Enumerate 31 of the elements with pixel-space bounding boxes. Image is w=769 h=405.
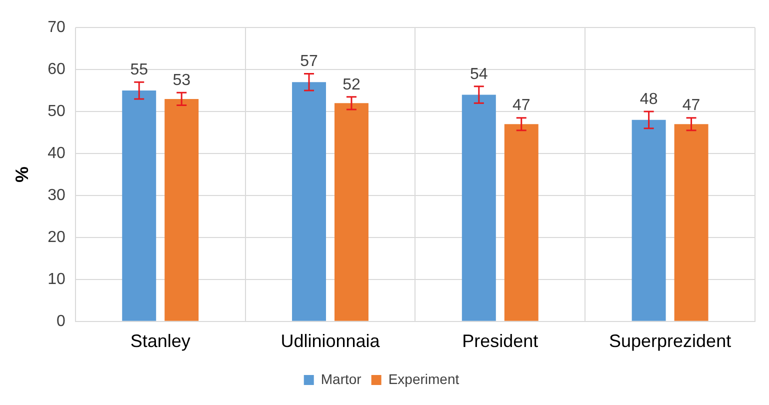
y-tick-label: 40 — [48, 144, 66, 162]
data-label: 52 — [342, 76, 360, 94]
y-tick-label: 0 — [56, 312, 66, 330]
y-tick-label: 30 — [48, 186, 66, 204]
y-tick-label: 60 — [48, 60, 66, 78]
data-label: 54 — [470, 66, 488, 83]
bar — [674, 124, 708, 321]
x-tick-label: Udlinionnaia — [280, 331, 381, 352]
x-tick-label: President — [462, 331, 538, 352]
x-tick-label: Stanley — [130, 331, 190, 352]
data-label: 57 — [300, 53, 318, 70]
data-label: 47 — [682, 97, 700, 114]
legend-label: Martor — [320, 370, 362, 387]
bar — [632, 120, 666, 321]
bar — [462, 94, 496, 321]
bar — [122, 90, 156, 321]
y-tick-label: 20 — [48, 228, 66, 246]
bar — [504, 124, 538, 321]
y-tick-label: 50 — [48, 102, 66, 120]
y-axis-title: % — [12, 166, 32, 183]
data-label: 47 — [512, 97, 530, 114]
bar — [292, 82, 326, 321]
x-tick-label: Superprezident — [609, 331, 732, 352]
data-label: 48 — [640, 90, 658, 108]
bar — [164, 98, 199, 321]
legend-label: Experiment — [388, 370, 460, 387]
y-tick-label: 70 — [48, 19, 66, 36]
data-label: 55 — [130, 62, 148, 79]
y-tick-label: 10 — [48, 270, 66, 288]
bar — [334, 103, 368, 321]
data-label: 53 — [172, 72, 191, 90]
